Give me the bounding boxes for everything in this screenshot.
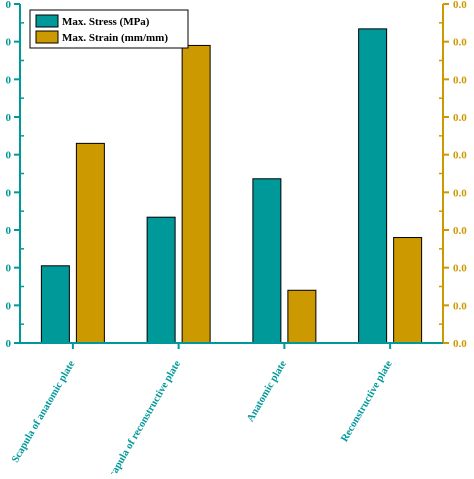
right-tick-label: 0.0 [453, 74, 467, 86]
bar-stress-0 [40, 265, 70, 344]
right-tick-label: 0.0 [453, 150, 467, 162]
bar-strain-0 [75, 142, 105, 344]
bar-series [40, 28, 423, 344]
bar-stress-1 [146, 216, 176, 344]
x-tick-label: Scapula of reconstructive plate [105, 359, 184, 474]
left-tick-label: 0 [6, 112, 12, 124]
right-tick-label: 0.0 [453, 300, 467, 312]
legend-swatch-stress [35, 14, 59, 28]
left-tick-label: 0 [6, 187, 12, 199]
right-tick-label: 0.0 [453, 338, 467, 350]
bar-stress-3 [358, 28, 388, 344]
left-tick-label: 0 [6, 338, 12, 350]
right-tick-label: 0.0 [453, 112, 467, 124]
left-tick-label: 0 [6, 150, 12, 162]
x-axis: Scapula of anatomic plate Scapula of reco… [10, 342, 443, 479]
left-tick-label: 0 [6, 225, 12, 237]
right-y-axis: 0.0 0.0 0.0 0.0 0.0 0.0 0.0 0.0 0.0 0.0 [439, 0, 467, 350]
bar-stress-2 [252, 178, 282, 344]
right-tick-label: 0.0 [453, 187, 467, 199]
x-tick-label: Anatomic plate [245, 359, 289, 424]
left-tick-label: 0 [6, 74, 12, 86]
right-tick-label: 0.0 [453, 225, 467, 237]
left-tick-label: 0 [6, 263, 12, 275]
bar-strain-1 [181, 44, 211, 344]
left-y-axis: 0 0 0 0 0 0 0 0 0 0 [6, 0, 24, 350]
x-tick-label: Scapula of anatomic plate [10, 359, 78, 465]
left-tick-label: 0 [6, 0, 12, 11]
legend-swatch-strain [35, 30, 59, 44]
right-tick-label: 0.0 [453, 37, 467, 49]
bar-strain-2 [287, 289, 317, 344]
x-tick-label: Reconstructive plate [339, 359, 395, 444]
bar-strain-3 [393, 237, 423, 344]
right-tick-label: 0.0 [453, 0, 467, 11]
right-tick-label: 0.0 [453, 263, 467, 275]
left-tick-label: 0 [6, 37, 12, 49]
legend: Max. Stress (MPa) Max. Strain (mm/mm) [29, 9, 189, 49]
legend-label-stress: Max. Stress (MPa) [62, 16, 150, 28]
left-tick-label: 0 [6, 300, 12, 312]
legend-label-strain: Max. Strain (mm/mm) [62, 32, 168, 44]
